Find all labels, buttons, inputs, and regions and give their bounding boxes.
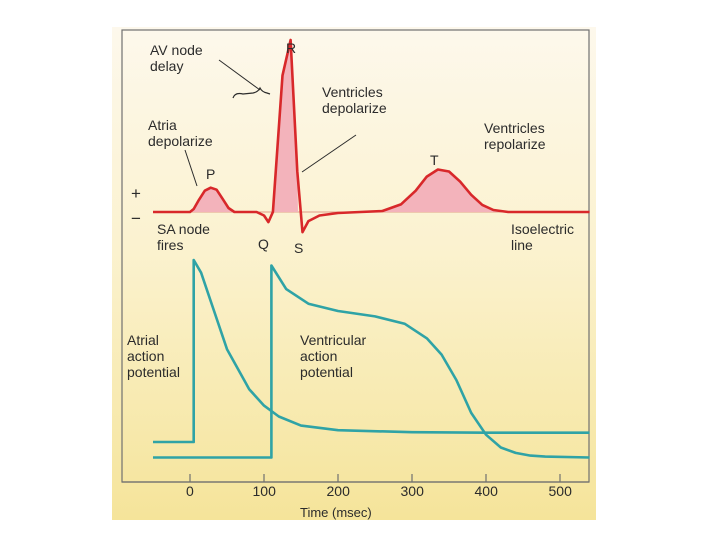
ecg-fill-p-wave	[190, 187, 235, 212]
atria-depolarize-pointer	[184, 149, 198, 187]
label-ventricles-depolarize: Ventricles depolarize	[322, 84, 387, 116]
x-tick-label: 0	[186, 483, 194, 499]
x-axis-title: Time (msec)	[300, 505, 372, 520]
x-tick-label: 100	[252, 483, 276, 499]
ventricular-action-potential-curve	[153, 264, 590, 459]
x-axis-ticks	[189, 474, 561, 482]
av-node-delay-pointer	[218, 59, 261, 91]
x-tick-label: 400	[474, 483, 498, 499]
label-s-wave: S	[294, 240, 304, 256]
label-ventricular-action-potential: Ventricular action potential	[300, 332, 367, 380]
ecg-fill-t-wave	[360, 169, 509, 212]
label-atrial-action-potential: Atrial action potential	[127, 332, 180, 380]
label-r-wave: R	[286, 40, 297, 56]
label-q-wave: Q	[258, 236, 269, 252]
label-sa-node-fires: SA node fires	[157, 221, 210, 253]
ventricles-depolarize-pointer	[301, 134, 357, 173]
label-p-wave: P	[206, 166, 216, 182]
x-tick-label: 500	[548, 483, 572, 499]
atrial-action-potential-curve	[153, 258, 590, 444]
label-plus-sign: +	[131, 184, 141, 203]
av-node-delay-bracket	[232, 86, 271, 99]
x-tick-label: 300	[400, 483, 424, 499]
label-isoelectric-line: Isoelectric line	[511, 221, 575, 253]
label-minus-sign: −	[131, 209, 141, 228]
label-atria-depolarize: Atria depolarize	[148, 117, 213, 149]
label-av-node-delay: AV node delay	[150, 42, 203, 74]
ecg-trace	[153, 38, 590, 234]
label-t-wave: T	[430, 152, 439, 168]
label-ventricles-repolarize: Ventricles repolarize	[484, 120, 546, 152]
x-tick-label: 200	[326, 483, 350, 499]
